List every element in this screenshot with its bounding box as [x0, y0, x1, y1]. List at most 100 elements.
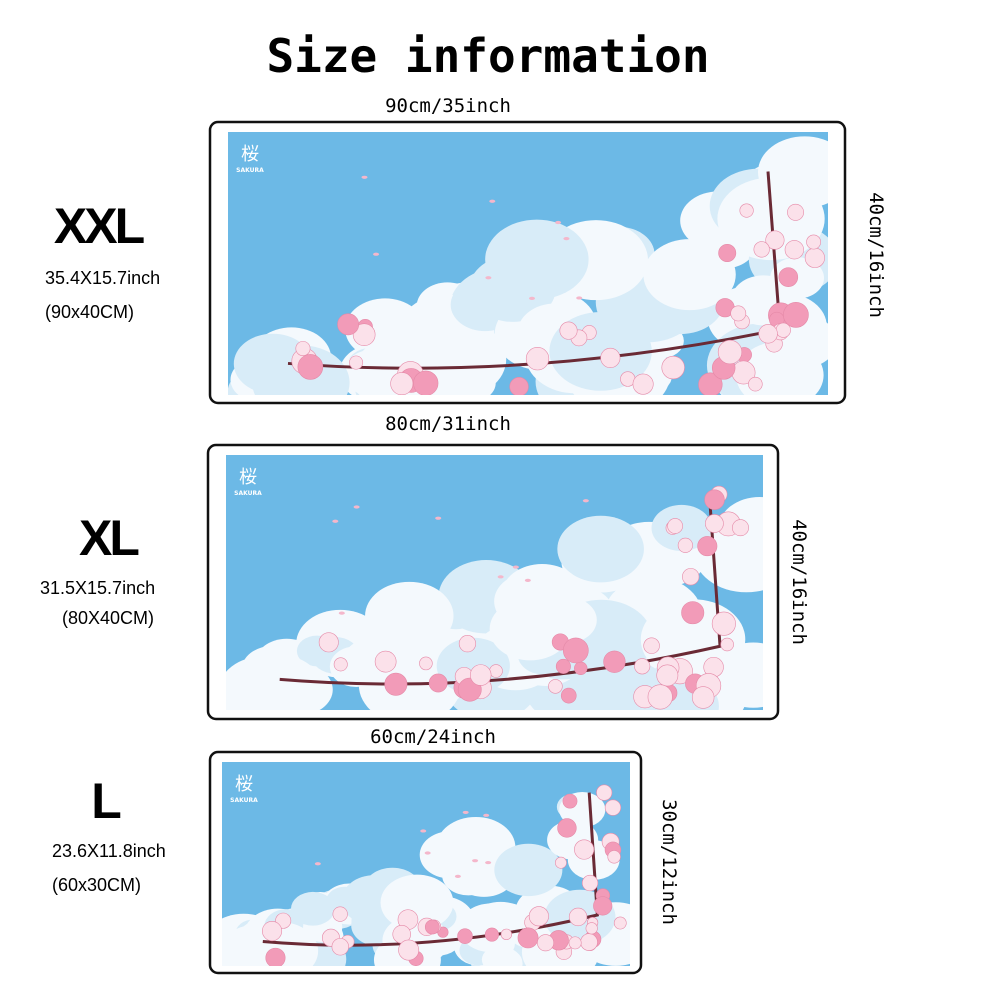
blossom: [428, 673, 448, 693]
size-name: XL: [79, 510, 138, 566]
petal: [353, 505, 360, 509]
blossom: [457, 928, 473, 944]
blossom: [596, 784, 613, 801]
size-name: L: [91, 773, 120, 829]
blossom: [661, 355, 685, 380]
width-label: 60cm/24inch: [370, 726, 496, 748]
blossom: [295, 341, 311, 357]
logo-text: SAKURA: [236, 167, 264, 174]
blossom: [613, 916, 627, 930]
blossom: [509, 377, 529, 395]
petal: [485, 276, 492, 280]
blossom: [748, 376, 763, 392]
blossom: [784, 240, 804, 260]
blossom: [711, 611, 736, 636]
blossom: [739, 203, 754, 218]
blossom: [332, 906, 348, 922]
petal: [454, 874, 461, 878]
blossom: [758, 324, 778, 344]
blossom: [297, 354, 324, 380]
cloud: [326, 886, 364, 916]
blossom: [528, 906, 549, 927]
blossom: [643, 637, 660, 654]
blossom: [705, 514, 724, 533]
blossom: [574, 661, 588, 675]
blossom: [753, 241, 770, 258]
blossom: [647, 684, 673, 710]
petal: [472, 859, 479, 863]
blossom: [681, 601, 705, 625]
blossom: [806, 234, 822, 250]
cloud: [290, 891, 335, 926]
blossom: [607, 850, 621, 864]
blossom: [580, 933, 598, 951]
mousepad: 桜 SAKURA: [206, 443, 780, 721]
blossom: [318, 632, 339, 653]
blossom: [469, 664, 492, 686]
blossom: [656, 664, 679, 687]
blossom: [697, 536, 718, 557]
blossom: [419, 656, 433, 671]
size-inch: 31.5X15.7inch: [40, 578, 155, 598]
blossom: [352, 323, 376, 346]
artwork: [228, 132, 828, 395]
cloud: [222, 937, 270, 966]
blossom: [261, 921, 283, 942]
blossom: [677, 537, 693, 553]
petal: [435, 516, 442, 520]
blossom: [765, 230, 785, 250]
logo-mark: 桜: [239, 467, 257, 488]
cloud: [231, 654, 323, 710]
blossom: [720, 637, 734, 652]
petal: [338, 611, 345, 615]
blossom: [555, 658, 571, 674]
blossom: [717, 339, 743, 365]
blossom: [555, 856, 567, 869]
cloud: [469, 255, 556, 322]
petal: [420, 829, 427, 833]
blossom: [783, 302, 809, 328]
blossom: [691, 686, 715, 709]
blossom: [489, 664, 503, 678]
petal: [485, 860, 492, 865]
height-label: 40cm/16inch: [865, 192, 887, 318]
mousepad: 桜 SAKURA: [208, 120, 847, 405]
blossom: [604, 799, 622, 816]
petal: [497, 575, 504, 579]
logo-text: SAKURA: [230, 797, 258, 804]
blossom: [778, 267, 799, 287]
height-label: 30cm/12inch: [658, 799, 680, 925]
blossom: [600, 347, 621, 368]
title: Size information: [266, 29, 709, 83]
blossom: [559, 321, 578, 340]
logo-mark: 桜: [241, 144, 259, 165]
mousepad: 桜 SAKURA: [208, 750, 643, 975]
blossom: [732, 519, 749, 537]
petal: [462, 810, 469, 815]
blossom: [568, 936, 582, 950]
blossom: [603, 650, 626, 673]
blossom: [585, 922, 598, 935]
blossom: [632, 373, 654, 395]
petal: [555, 220, 562, 225]
cloud: [557, 515, 644, 583]
blossom: [374, 650, 397, 673]
petal: [529, 296, 536, 300]
blossom: [698, 372, 723, 395]
blossom: [398, 939, 420, 961]
blossom: [265, 947, 286, 966]
petal: [424, 851, 431, 855]
blossom: [634, 658, 651, 675]
blossom: [349, 355, 364, 370]
blossom: [557, 818, 577, 838]
width-label: 80cm/31inch: [385, 413, 511, 435]
blossom: [560, 687, 577, 704]
branch: [279, 493, 722, 686]
blossom: [562, 637, 589, 664]
petal: [361, 175, 368, 179]
size-cm: (60x30CM): [52, 875, 141, 895]
blossom: [424, 919, 440, 935]
blossom: [390, 372, 414, 395]
petal: [489, 199, 496, 203]
cloud: [494, 843, 563, 897]
